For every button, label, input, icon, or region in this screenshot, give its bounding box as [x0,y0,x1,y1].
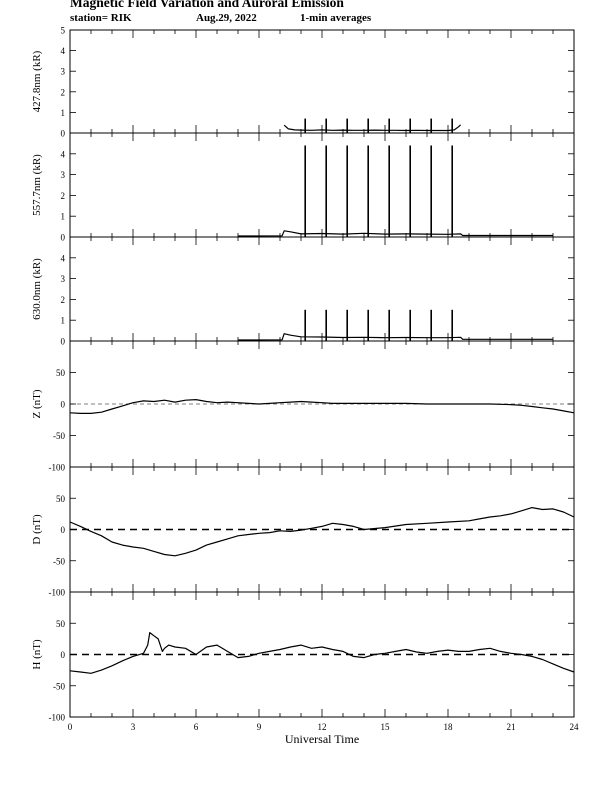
x-tick-label: 18 [444,722,454,732]
y-axis-label: H (nT) [31,639,43,670]
y-tick-label: 5 [61,26,66,36]
y-axis-label: D (nT) [31,514,43,545]
y-tick-label: 0 [61,337,66,347]
y-tick-label: -100 [49,463,66,473]
y-tick-label: 0 [61,650,66,660]
x-tick-label: 9 [257,722,262,732]
y-tick-label: 3 [61,170,66,180]
x-tick-label: 15 [381,722,391,732]
y-tick-label: 3 [61,274,66,284]
series-line [237,333,553,341]
station-label: station= RIK [70,12,132,24]
y-tick-label: -100 [49,588,66,598]
panel-frame [69,132,575,238]
y-tick-label: 4 [61,253,66,263]
panel-frame [69,29,575,134]
y-axis-label: 427.8nm (kR) [31,50,43,112]
panel-2: 0 1 2 3 4 557.7nm (kR) [31,132,575,243]
x-tick-label: 3 [131,722,136,732]
y-tick-label: 0 [61,400,66,410]
y-tick-label: 3 [61,67,66,77]
x-tick-label: 12 [318,722,327,732]
y-axis-label: 557.7nm (kR) [31,154,43,216]
panel-4: -100 -50 0 50 Z (nT) [31,340,575,473]
y-tick-label: 1 [61,316,66,326]
y-tick-label: -50 [53,431,65,441]
panel-3: 0 1 2 3 4 630.0nm (kR) [31,236,575,347]
y-tick-label: 50 [56,619,66,629]
y-tick-label: 50 [56,368,66,378]
y-tick-label: 2 [61,295,66,305]
y-axis-label: Z (nT) [31,389,43,418]
chart-title: Magnetic Field Variation and Auroral Emi… [70,0,344,10]
series-line [237,230,553,237]
panel-5: -100 -50 0 50 D (nT) [31,466,575,598]
y-tick-label: 2 [61,191,66,201]
panel-frame [69,236,575,342]
y-tick-label: 0 [61,233,66,243]
y-tick-label: 1 [61,108,66,118]
y-tick-label: 1 [61,212,66,222]
date-label: Aug.29, 2022 [196,12,257,24]
y-tick-label: 4 [61,149,66,159]
y-tick-label: 0 [61,129,66,139]
y-tick-label: -100 [49,713,66,723]
y-tick-label: -50 [53,556,65,566]
series-line [283,124,462,132]
x-tick-label: 6 [194,722,199,732]
series-line [69,631,575,674]
x-tick-label: 0 [68,722,73,732]
y-tick-label: -50 [53,681,65,691]
y-tick-label: 2 [61,87,66,97]
y-tick-label: 50 [56,494,66,504]
x-tick-label: 24 [570,722,580,732]
panel-6: -100 -50 0 50 H (nT) [31,591,575,723]
y-tick-label: 4 [61,46,66,56]
panel-1: 0 1 2 3 4 5 427.8nm (kR) [31,26,575,139]
series-line [69,399,575,414]
y-axis-label: 630.0nm (kR) [31,258,43,320]
y-tick-label: 0 [61,525,66,535]
averaging-label: 1-min averages [300,12,372,24]
x-axis-label: Universal Time [285,732,359,746]
series-line [69,507,575,557]
x-tick-label: 21 [507,722,516,732]
